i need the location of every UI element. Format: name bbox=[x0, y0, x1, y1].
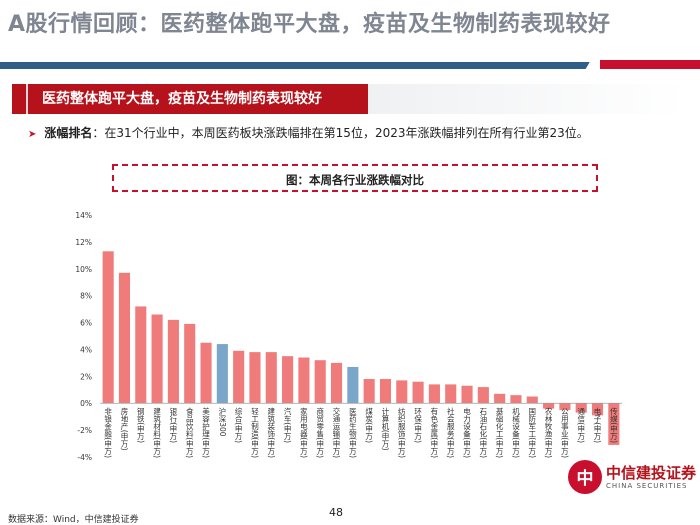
bar bbox=[396, 380, 408, 404]
x-tick-label: 钢铁(申万) bbox=[136, 406, 145, 443]
bar bbox=[412, 381, 424, 404]
bar bbox=[233, 350, 245, 404]
arrow-bullet-icon: ➤ bbox=[28, 129, 37, 140]
bar bbox=[543, 403, 555, 409]
data-source: 数据来源：Wind，中信建投证券 bbox=[8, 515, 139, 525]
x-tick-label: 通信(申万) bbox=[576, 406, 585, 443]
logo-mark-icon: 中 bbox=[568, 460, 602, 494]
bar bbox=[135, 306, 147, 404]
x-tick-label: 美容护理(申万) bbox=[201, 406, 210, 458]
y-tick-label: 2% bbox=[80, 372, 92, 381]
bar bbox=[347, 366, 359, 404]
x-tick-label: 基础化工(申万) bbox=[495, 406, 504, 458]
x-tick-label: 交通运输(申万) bbox=[332, 406, 341, 458]
bar bbox=[559, 403, 571, 410]
y-tick-label: -2% bbox=[77, 426, 92, 435]
x-tick-label: 银行(申万) bbox=[169, 407, 178, 443]
x-tick-label: 建筑装饰(申万) bbox=[267, 406, 276, 458]
x-tick-label: 公用事业(申万) bbox=[560, 407, 569, 458]
bar bbox=[167, 319, 179, 404]
x-tick-label: 电力设备(申万) bbox=[462, 406, 471, 458]
bar bbox=[510, 395, 522, 404]
bar bbox=[494, 393, 506, 404]
bar bbox=[249, 352, 261, 404]
page-number: 48 bbox=[329, 506, 343, 519]
x-tick-label: 传媒(申万) bbox=[609, 406, 618, 443]
y-tick-label: 6% bbox=[80, 319, 92, 328]
x-tick-label: 沪深300 bbox=[218, 406, 227, 437]
y-tick-label: 0% bbox=[80, 399, 92, 408]
title-rule-blue bbox=[0, 62, 590, 69]
x-tick-label: 综合(申万) bbox=[234, 406, 243, 443]
y-tick-label: 10% bbox=[75, 265, 92, 274]
x-tick-label: 轻工制造(申万) bbox=[250, 406, 259, 458]
bar bbox=[216, 344, 228, 404]
x-tick-label: 电子(申万) bbox=[593, 406, 602, 443]
bullet-key: 涨幅排名 bbox=[44, 126, 93, 140]
bar bbox=[461, 385, 473, 404]
bar bbox=[151, 314, 163, 404]
bullet-line: ➤ 涨幅排名：在31个行业中，本周医药板块涨跌幅排在第15位，2023年涨跌幅排列… bbox=[28, 124, 589, 141]
y-tick-label: 4% bbox=[80, 345, 92, 354]
x-tick-label: 有色金属(申万) bbox=[430, 406, 439, 458]
bar bbox=[428, 384, 440, 404]
logo-name-cn: 中信建投证券 bbox=[606, 464, 697, 482]
x-tick-label: 农林牧渔(申万) bbox=[544, 406, 553, 458]
bar bbox=[477, 387, 489, 404]
bar bbox=[118, 272, 131, 404]
y-tick-label: 12% bbox=[75, 238, 92, 247]
bar bbox=[363, 379, 375, 404]
bar bbox=[184, 323, 196, 404]
x-tick-label: 非银金融(申万) bbox=[103, 406, 112, 458]
title-rule-red bbox=[600, 60, 700, 69]
x-tick-label: 房地产(申万) bbox=[120, 406, 129, 451]
section-tab bbox=[12, 84, 26, 114]
bar bbox=[330, 362, 343, 404]
bar bbox=[265, 352, 277, 404]
x-tick-label: 环保(申万) bbox=[413, 407, 422, 443]
figure-title-box: 图：本周各行业涨跌幅对比 bbox=[112, 164, 598, 192]
x-tick-label: 国防军工(申万) bbox=[528, 407, 537, 458]
bar bbox=[102, 251, 114, 404]
bar bbox=[575, 403, 587, 413]
x-tick-label: 建筑材料(申万) bbox=[152, 406, 161, 458]
y-tick-label: 8% bbox=[80, 292, 92, 301]
bar bbox=[608, 403, 620, 445]
bar bbox=[445, 384, 457, 404]
bar bbox=[379, 379, 392, 404]
section-heading: 医药整体跑平大盘，疫苗及生物制药表现较好 bbox=[28, 84, 368, 114]
x-tick-label: 煤炭(申万) bbox=[364, 406, 373, 443]
bar bbox=[282, 356, 294, 404]
x-tick-label: 计算机(申万) bbox=[381, 406, 390, 451]
x-tick-label: 石油石化(申万) bbox=[479, 407, 488, 458]
x-tick-label: 社会服务(申万) bbox=[446, 406, 455, 458]
x-tick-label: 医药生物(申万) bbox=[348, 407, 357, 458]
x-tick-label: 食品饮料(申万) bbox=[185, 406, 194, 458]
y-tick-label: 14% bbox=[75, 211, 92, 220]
x-tick-label: 汽车(申万) bbox=[283, 406, 292, 443]
bar bbox=[591, 403, 604, 416]
y-tick-label: -4% bbox=[77, 453, 92, 462]
page-title: A股行情回顾：医药整体跑平大盘，疫苗及生物制药表现较好 bbox=[8, 12, 611, 37]
bar bbox=[314, 360, 326, 404]
bar bbox=[298, 357, 310, 404]
figure-title: 图：本周各行业涨跌幅对比 bbox=[286, 173, 424, 187]
x-tick-label: 家用电器(申万) bbox=[299, 406, 308, 458]
x-tick-label: 机械设备(申万) bbox=[511, 406, 520, 458]
bar bbox=[200, 342, 212, 404]
bullet-text: ：在31个行业中，本周医药板块涨跌幅排在第15位，2023年涨跌幅排列在所有行业… bbox=[92, 126, 589, 140]
company-logo: 中 中信建投证券 CHINA SECURITIES bbox=[566, 458, 696, 518]
logo-name-en: CHINA SECURITIES bbox=[606, 482, 688, 490]
x-tick-label: 纺织服饰(申万) bbox=[397, 406, 406, 458]
industry-return-bar-chart: -4% -2% 0% 2% 4% 6% 8% 10% 12% 14% 非银金融(申万) 房地产(申万)… bbox=[75, 211, 622, 462]
bar bbox=[526, 396, 538, 404]
x-tick-label: 商贸零售(申万) bbox=[315, 406, 324, 458]
